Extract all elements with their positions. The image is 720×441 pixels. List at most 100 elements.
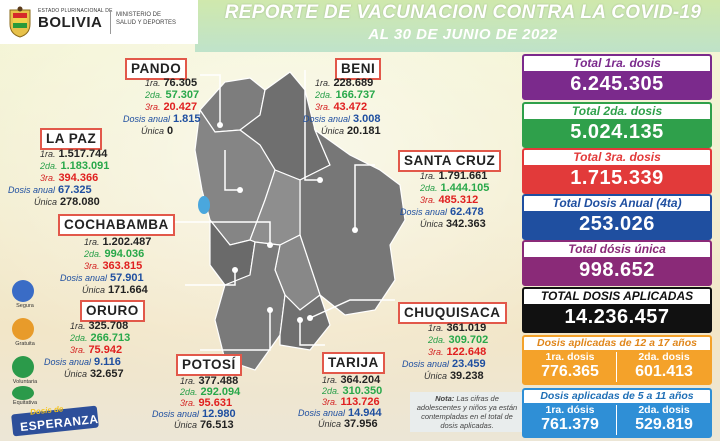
dose-annual: Dosis anual 62.478 [400,206,484,218]
dept-title: BENI [335,58,382,80]
dose-annual: Dosis anual 23.459 [402,358,486,370]
total-third-label: Total 3ra. dosis [524,150,710,165]
total-annual-value: 253.026 [579,213,655,235]
dept-title: COCHABAMBA [58,214,175,236]
label-equitativa: Equitativa [12,400,38,406]
government-logo: ESTADO PLURINACIONAL DE BOLIVIA MINISTER… [6,6,176,40]
report-date: AL 30 DE JUNIO DE 2022 [368,26,558,43]
total-single-value: 998.652 [579,259,655,281]
age-5-11-second-value: 529.819 [635,416,693,433]
dose-single: Única 37.956 [318,418,378,430]
dept-title: SANTA CRUZ [398,150,502,172]
age-5-11-first-label: 1ra. dósis [545,404,595,416]
dept-title: POTOSÍ [176,354,242,376]
total-second-value: 5.024.135 [570,121,664,143]
dose-first: 1ra. 1.517.744 [40,148,108,160]
logo-small-text: ESTADO PLURINACIONAL DE [38,8,113,14]
logo-divider [110,10,111,34]
dose-third: 3ra. 95.631 [180,397,233,409]
dose-annual: Dosis anual 14.944 [298,407,382,419]
dose-first: 1ra. 1.791.661 [420,170,488,182]
balance-icon [12,386,34,400]
note-box: Nota: Las cifras de adolescentes y niños… [410,392,524,432]
dose-single: Única 76.513 [174,419,234,431]
age-5-11-divider [616,405,617,435]
total-first-box: Total 1ra. dosis 6.245.305 [522,54,712,100]
age-12-17-second-label: 2da. dosis [638,351,690,363]
esperanza-badge: Dosis de ESPERANZA [11,400,102,437]
dose-first: 1ra. 76.305 [145,77,198,89]
total-all-box: TOTAL DOSIS APLICADAS 14.236.457 [522,287,712,333]
age-12-17-first-value: 776.365 [541,363,599,380]
label-voluntaria: Voluntaria [12,379,38,385]
ministry-line-1: MINISTERIO DE [116,12,162,18]
dose-single: Única 278.080 [34,196,100,208]
total-all-value: 14.236.457 [564,306,670,328]
total-single-label: Total dósis única [524,242,710,257]
dose-annual: Dosis anual 3.008 [303,113,381,125]
hand-icon [12,356,34,378]
age-5-11-second-label: 2da. dosis [638,404,690,416]
dose-second: 2da. 266.713 [70,332,131,344]
coin-icon [12,318,34,340]
dose-third: 3ra. 485.312 [420,194,479,206]
note-text: Las cifras de adolescentes y niños ya es… [416,394,518,430]
report-title: REPORTE DE VACUNACION CONTRA LA COVID-19 [224,2,702,23]
dose-second: 2da. 309.702 [428,334,489,346]
dose-second: 2da. 1.183.091 [40,160,110,172]
dose-single: Única 0 [141,125,174,137]
dose-third: 3ra. 363.815 [84,260,143,272]
dose-annual: Dosis anual 57.901 [60,272,144,284]
dept-title: ORURO [80,300,145,322]
total-first-label: Total 1ra. dosis [524,56,710,71]
dose-annual: Dosis anual 67.325 [8,184,92,196]
logo-big-text: BOLIVIA [38,14,103,31]
note-label: Nota: [435,394,455,403]
dose-single: Única 20.181 [321,125,381,137]
total-third-box: Total 3ra. dosis 1.715.339 [522,148,712,194]
total-annual-label: Total Dosis Anual (4ta) [524,196,710,211]
dept-title: CHUQUISACA [398,302,507,324]
age-12-17-box: Dosis aplicadas de 12 a 17 años 1ra. dos… [522,335,712,385]
dose-single: Única 171.664 [82,284,148,296]
age-12-17-second-value: 601.413 [635,363,693,380]
ministry-line-2: SALUD Y DEPORTES [116,20,177,26]
dose-first: 1ra. 361.019 [428,322,487,334]
dose-third: 3ra. 394.366 [40,172,99,184]
dose-second: 2da. 1.444.105 [420,182,490,194]
dept-title: PANDO [125,58,188,80]
total-second-label: Total 2da. dosis [524,104,710,119]
total-annual-box: Total Dosis Anual (4ta) 253.026 [522,194,712,240]
dose-annual: Dosis anual 12.980 [152,408,236,420]
logo-strip [0,0,198,44]
total-all-label: TOTAL DOSIS APLICADAS [524,289,710,304]
dose-second: 2da. 310.350 [322,385,383,397]
dose-first: 1ra. 364.204 [322,374,381,386]
age-5-11-box: Dosis aplicadas de 5 a 11 años 1ra. dósi… [522,388,712,438]
label-gratuita: Gratuita [15,341,35,347]
dose-third: 3ra. 43.472 [315,101,368,113]
title-banner [195,0,720,52]
ministry-name: MINISTERIO DE SALUD Y DEPORTES [116,11,196,27]
dose-third: 3ra. 113.726 [322,396,380,408]
shield-check-icon [12,280,34,302]
age-12-17-divider [616,352,617,382]
dose-third: 3ra. 20.427 [145,101,198,113]
dept-title: TARIJA [322,352,385,374]
lake-titicaca [198,196,210,214]
dept-title: LA PAZ [40,128,103,150]
dose-single: Única 39.238 [424,370,484,382]
coat-of-arms-icon [9,6,31,38]
dose-first: 1ra. 377.488 [180,375,239,387]
dose-first: 1ra. 325.708 [70,320,129,332]
dose-second: 2da. 994.036 [84,248,145,260]
age-12-17-label: Dosis aplicadas de 12 a 17 años [524,337,710,350]
dose-third: 3ra. 122.648 [428,346,487,358]
dose-first: 1ra. 228.689 [315,77,374,89]
total-second-box: Total 2da. dosis 5.024.135 [522,102,712,148]
total-third-value: 1.715.339 [570,167,664,189]
dose-first: 1ra. 1.202.487 [84,236,152,248]
label-segura: Segura [16,303,34,309]
dose-single: Única 342.363 [420,218,486,230]
age-12-17-first-label: 1ra. dosis [545,351,595,363]
